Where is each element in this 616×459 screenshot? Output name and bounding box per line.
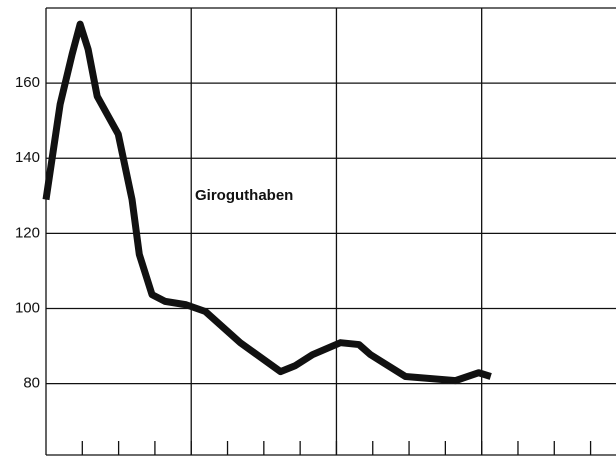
y-tick-label: 100 [15, 299, 40, 316]
annotation: Giroguthaben [195, 187, 293, 204]
y-tick-label: 160 [15, 74, 40, 91]
y-tick-label: 80 [23, 375, 40, 392]
line [42, 20, 492, 385]
y-tick-label: 120 [15, 224, 40, 241]
y-tick-label: 140 [15, 149, 40, 166]
